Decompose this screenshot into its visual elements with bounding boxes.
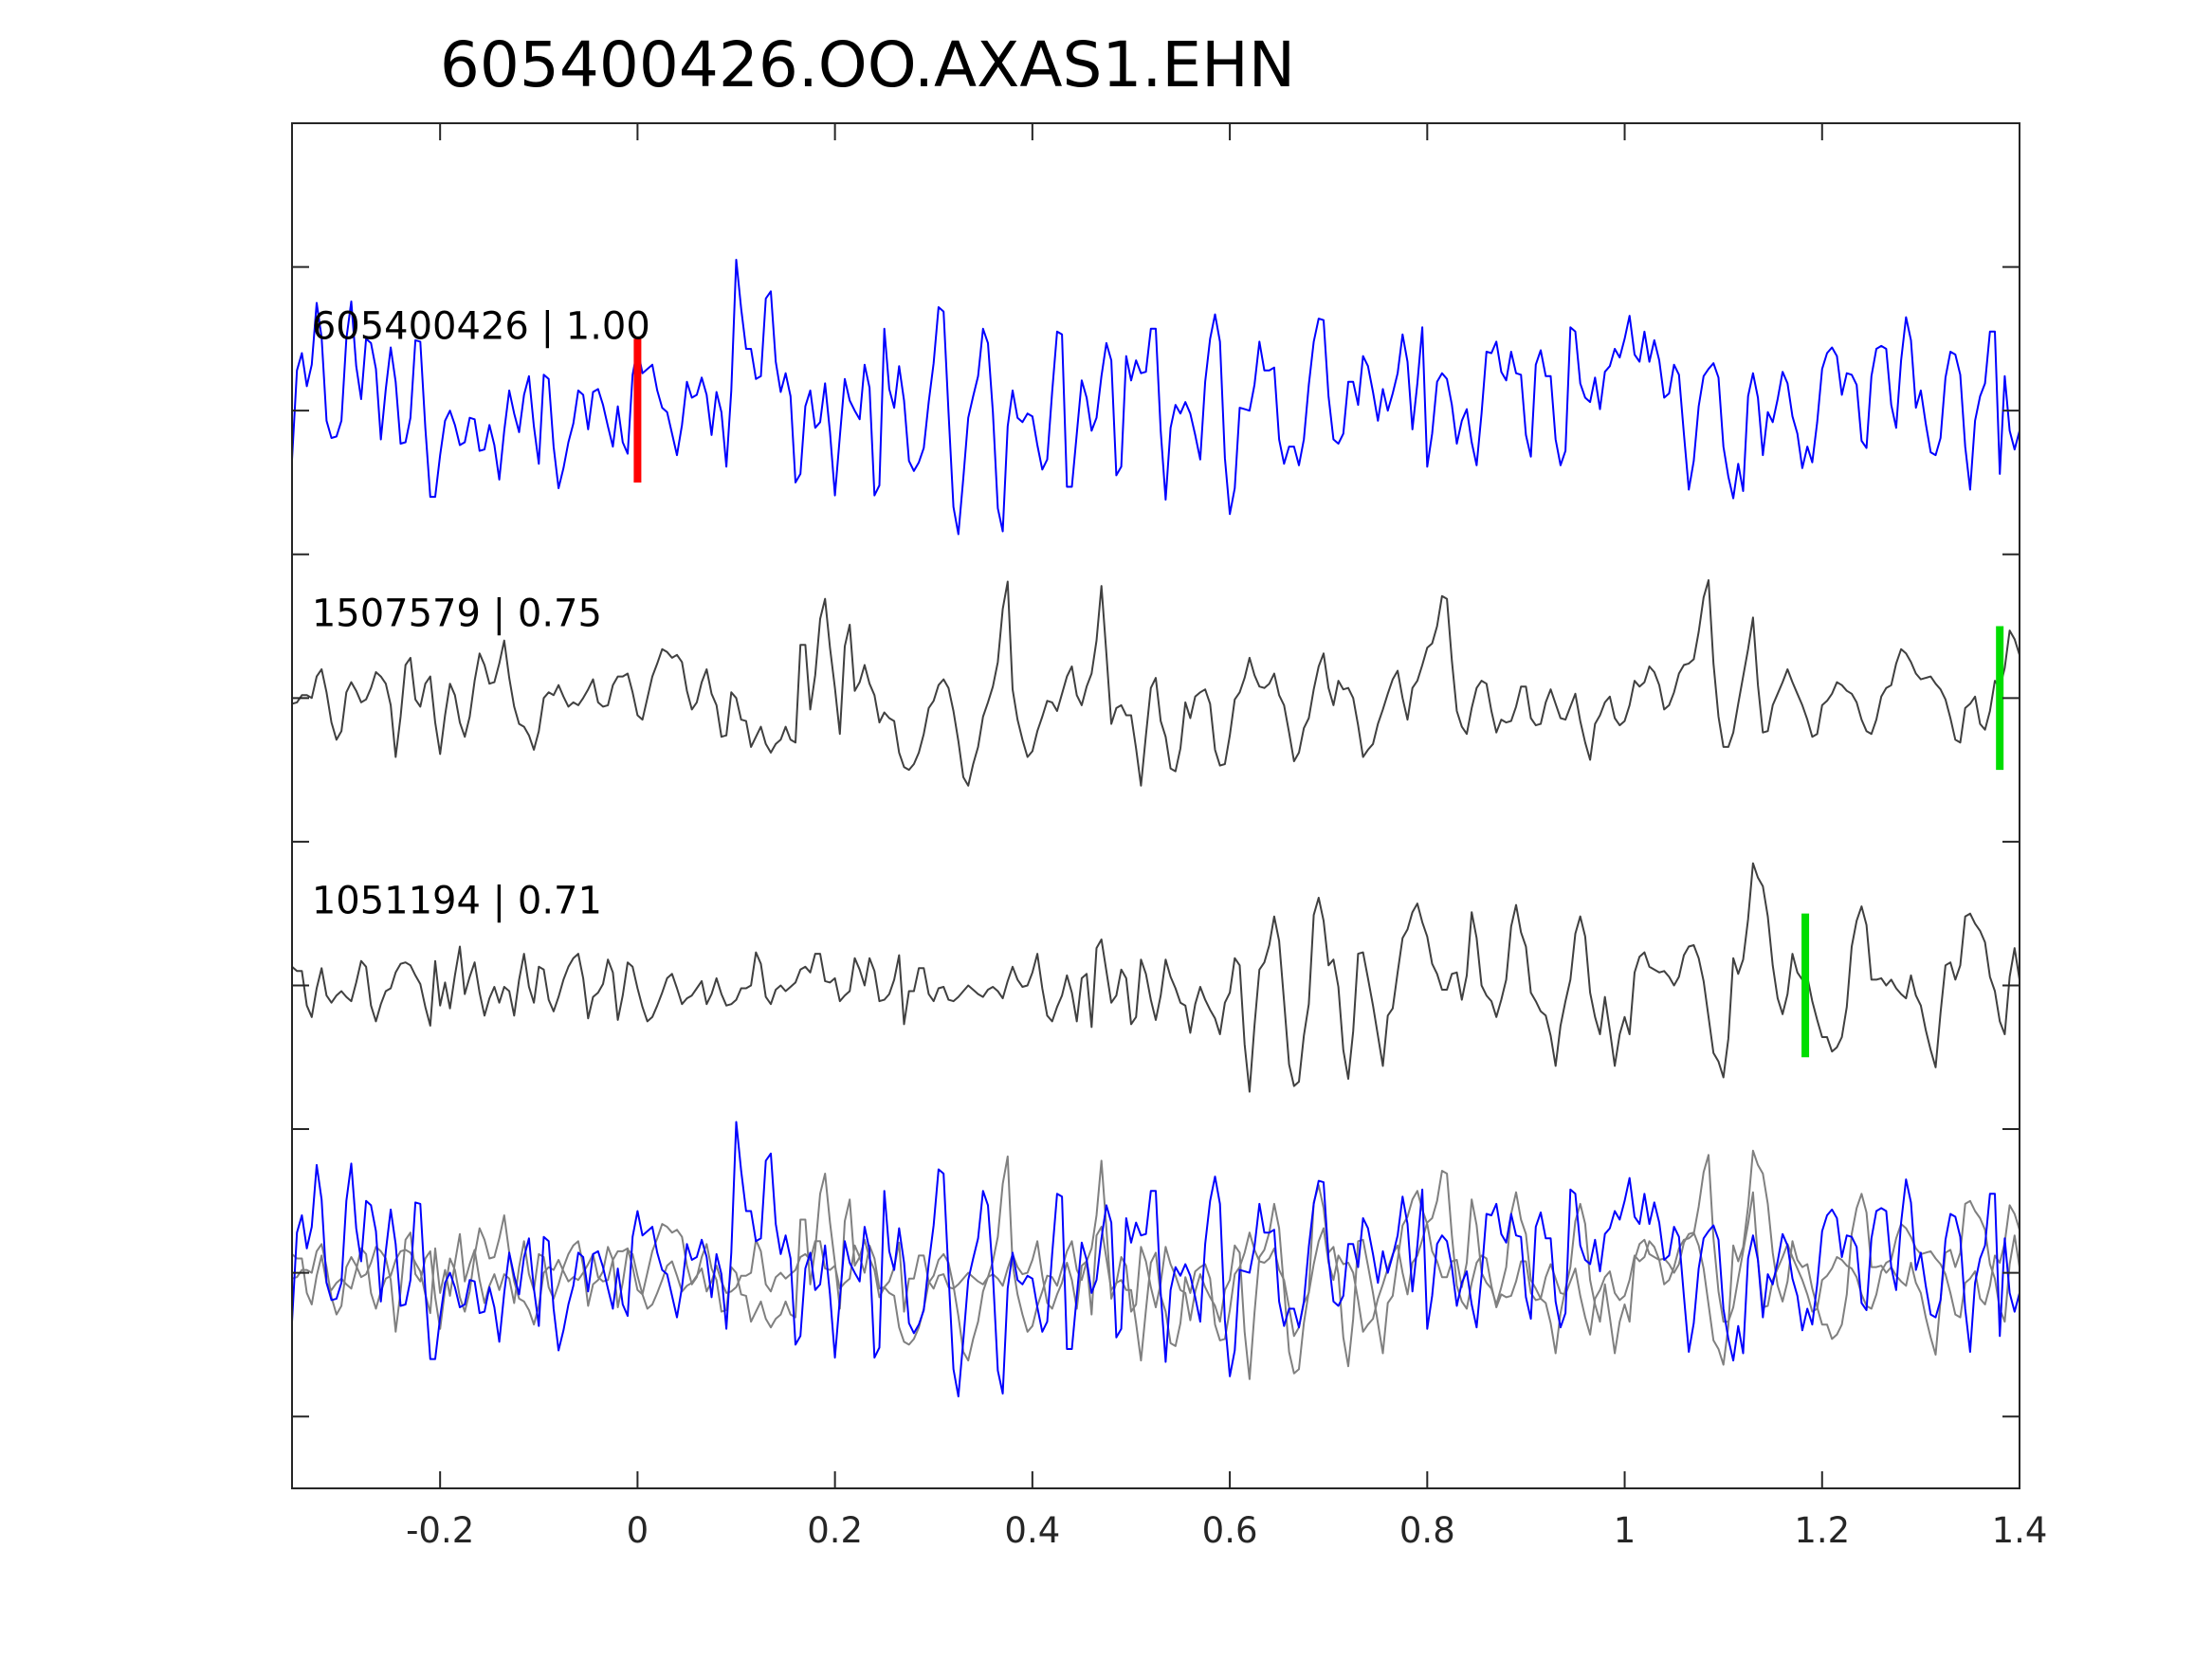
x-tick-label: 0.4 [1004,1510,1060,1551]
trace-label-1: 1507579 | 0.75 [312,592,602,636]
match-trace-2 [292,862,2020,1093]
x-tick-label: 1 [1614,1510,1636,1551]
x-tick-label: 1.2 [1794,1510,1850,1551]
pick-layer [633,338,2004,1058]
x-tick-label: 0.8 [1399,1510,1455,1551]
template-trace [292,259,2020,536]
overlay-trace-match-2 [292,1149,2020,1380]
x-tick-label: 0.2 [807,1510,863,1551]
x-tick-label: -0.2 [406,1510,474,1551]
x-tick-label: 0 [627,1510,649,1551]
trace-layer [292,259,2020,1397]
match-trace-1 [292,579,2020,787]
overlay-trace-match-1 [292,1154,2020,1362]
x-tick-label: 1.4 [1992,1510,2048,1551]
overlay-trace-template [292,1121,2020,1397]
trace-label-layer: 605400426 | 1.00 1507579 | 0.75 1051194 | … [312,304,650,922]
chart-title: 605400426.OO.AXAS1.EHN [440,28,1295,101]
axes: -0.2 0 0.2 0.4 0.6 0.8 1 1.2 1.4 [291,122,2048,1551]
trace-label-2: 1051194 | 0.71 [312,880,602,923]
trace-label-0: 605400426 | 1.00 [312,304,650,348]
x-tick-label: 0.6 [1202,1510,1258,1551]
axes-box [291,122,2020,1489]
